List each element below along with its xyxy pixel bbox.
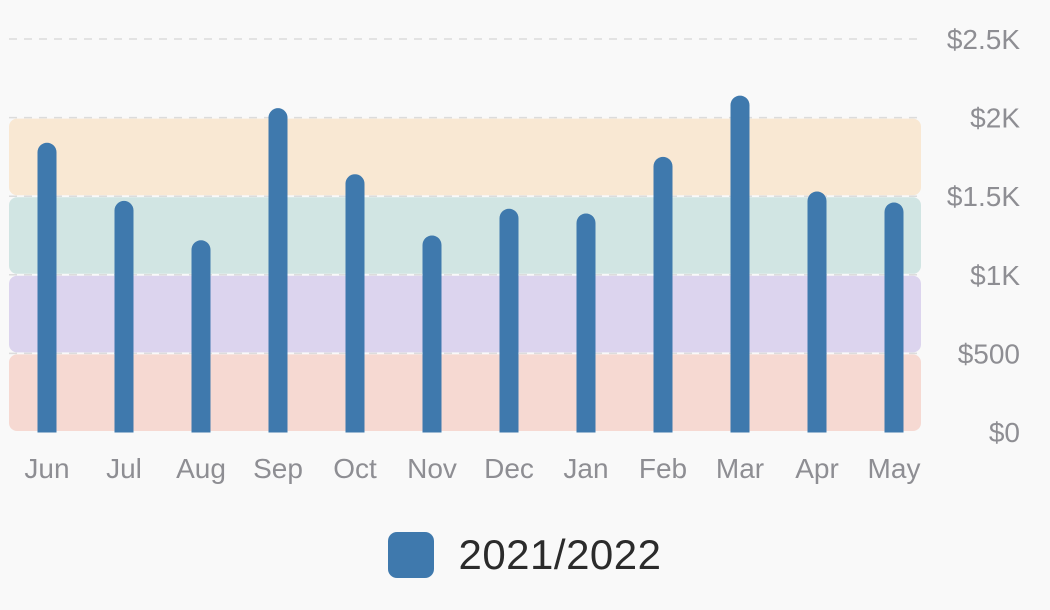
- bar-base-apr: [807, 422, 827, 433]
- bar-base-mar: [730, 422, 750, 433]
- y-tick-label-4: $2K: [970, 103, 1020, 134]
- legend-swatch: [388, 532, 435, 578]
- bar-jan: [576, 213, 596, 433]
- x-tick-label-jun: Jun: [24, 453, 69, 484]
- legend-label: 2021/2022: [458, 531, 662, 578]
- bar-base-jan: [576, 422, 596, 433]
- bar-dec: [499, 208, 519, 433]
- legend: 2021/2022: [0, 520, 1050, 590]
- gridlines: [9, 38, 921, 355]
- x-axis-tick-labels: Jun Jul Aug Sep Oct Nov Dec Jan Feb Mar Apr May: [24, 453, 920, 484]
- bar-jun: [37, 142, 57, 433]
- x-tick-label-jan: Jan: [563, 453, 608, 484]
- bar-sep: [268, 108, 288, 433]
- band-2: [9, 197, 921, 274]
- bar-nov: [422, 235, 442, 433]
- bar-base-aug: [191, 422, 211, 433]
- bar-base-oct: [345, 422, 365, 433]
- bar-base-nov: [422, 422, 442, 433]
- bar-base-feb: [653, 422, 673, 433]
- bar-oct: [345, 174, 365, 433]
- band-3: [9, 118, 921, 196]
- x-tick-label-nov: Nov: [407, 453, 457, 484]
- bar-aug: [191, 240, 211, 433]
- y-tick-label-2: $1K: [970, 260, 1020, 291]
- bar-chart: $0 $500 $1K $1.5K $2K $2.5K Jun Jul Aug Sep Oct No…: [9, 24, 1020, 484]
- x-tick-label-oct: Oct: [333, 453, 377, 484]
- bar-mar: [730, 95, 750, 433]
- x-tick-label-mar: Mar: [716, 453, 764, 484]
- bar-feb: [653, 156, 673, 433]
- x-tick-label-jul: Jul: [106, 453, 142, 484]
- bar-may: [884, 202, 904, 433]
- x-tick-label-may: May: [868, 453, 921, 484]
- background-bands: [9, 118, 921, 431]
- bars: [37, 95, 904, 433]
- y-tick-label-3: $1.5K: [947, 181, 1020, 212]
- y-axis-tick-labels: $0 $500 $1K $1.5K $2K $2.5K: [947, 24, 1020, 448]
- band-0: [9, 354, 921, 431]
- band-1: [9, 275, 921, 353]
- x-tick-label-sep: Sep: [253, 453, 303, 484]
- bar-base-jul: [114, 422, 134, 433]
- bar-base-sep: [268, 422, 288, 433]
- bar-base-may: [884, 422, 904, 433]
- y-tick-label-1: $500: [958, 338, 1020, 369]
- x-tick-label-feb: Feb: [639, 453, 687, 484]
- x-tick-label-aug: Aug: [176, 453, 226, 484]
- x-tick-label-apr: Apr: [795, 453, 839, 484]
- y-tick-label-5: $2.5K: [947, 24, 1020, 55]
- bar-jul: [114, 200, 134, 433]
- bar-base-dec: [499, 422, 519, 433]
- x-tick-label-dec: Dec: [484, 453, 534, 484]
- y-tick-label-0: $0: [989, 417, 1020, 448]
- bar-base-jun: [37, 422, 57, 433]
- bar-apr: [807, 191, 827, 433]
